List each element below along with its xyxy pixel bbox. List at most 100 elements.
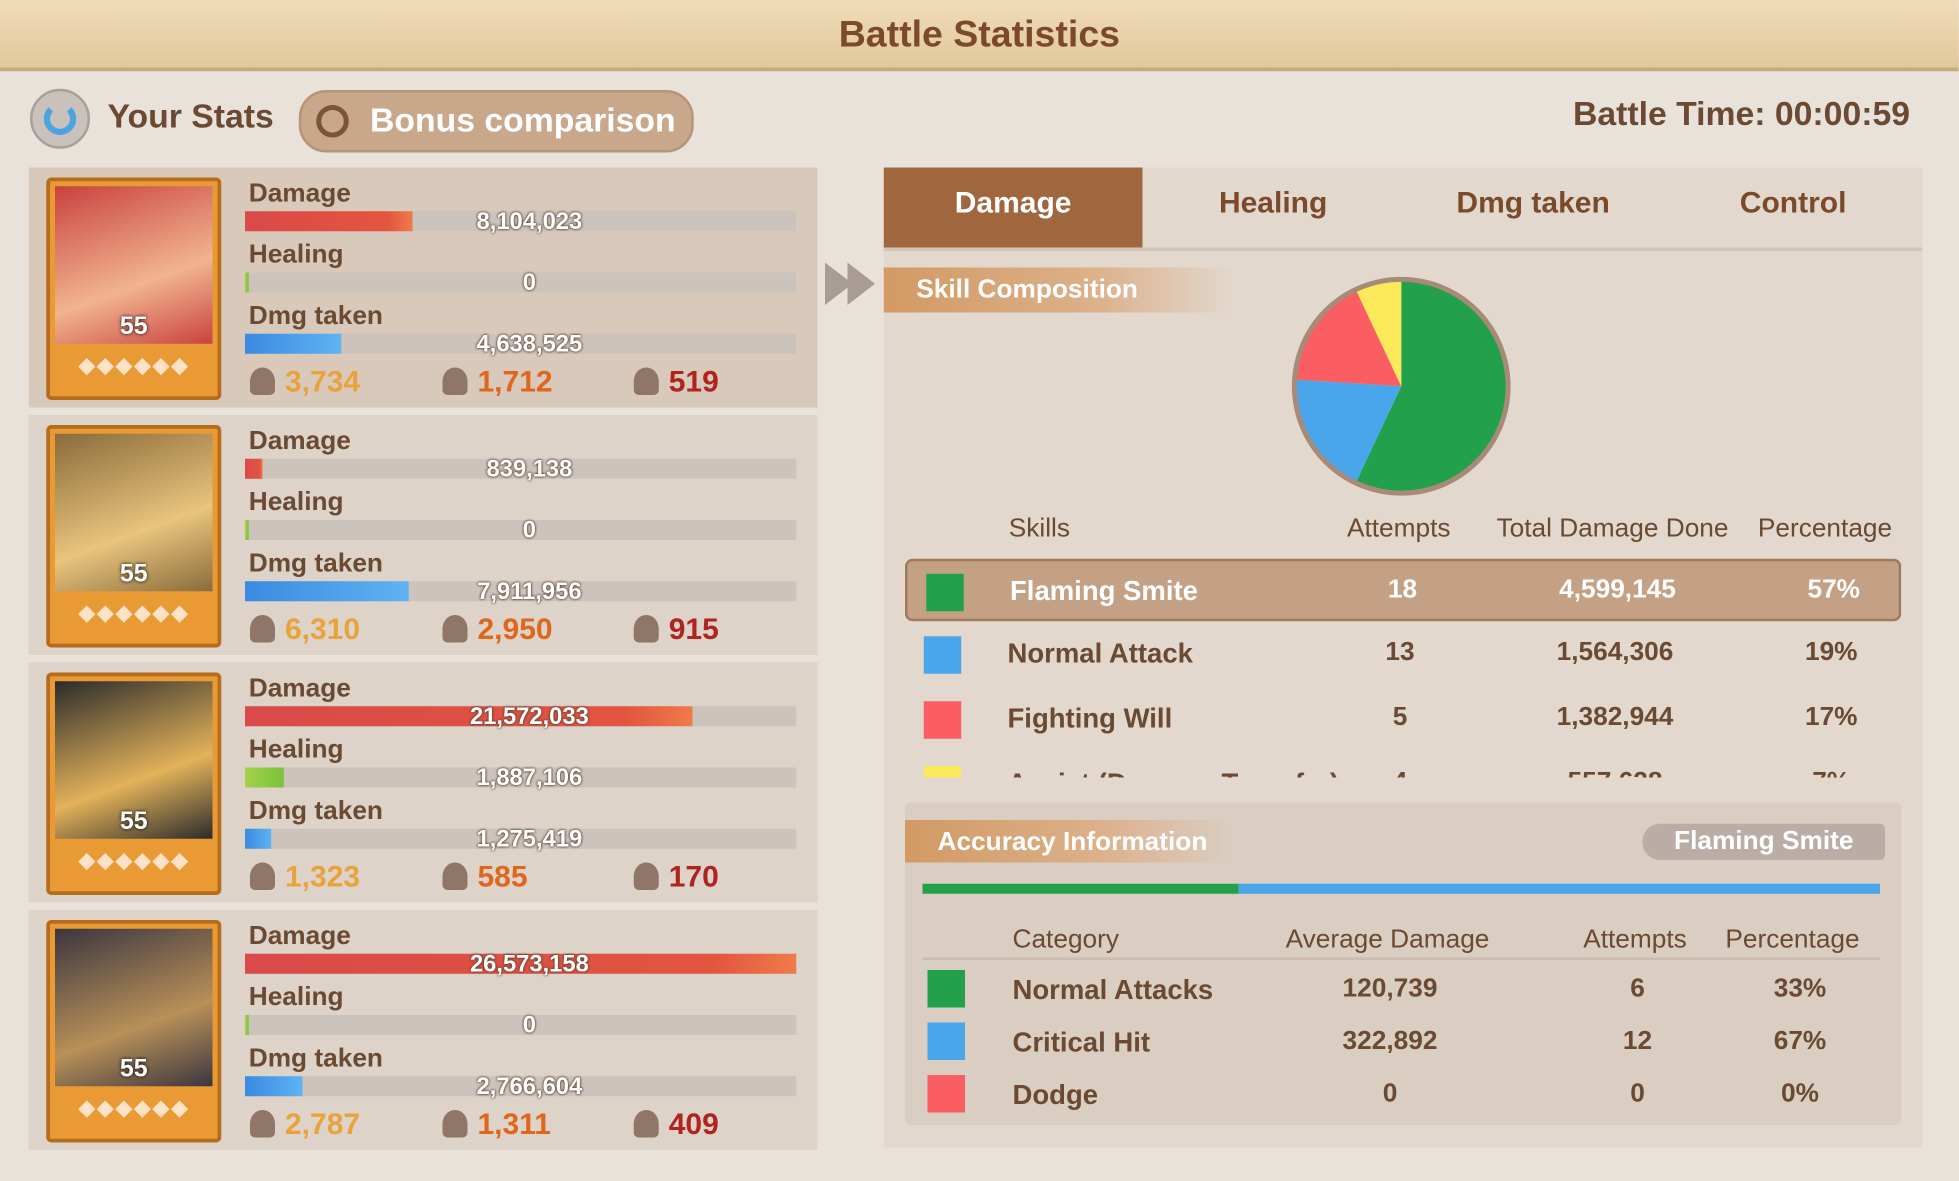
stat-bar (245, 828, 272, 849)
section-title: Skill Composition (916, 275, 1138, 304)
refresh-button[interactable] (30, 88, 90, 149)
your-stats-label[interactable]: Your Stats (107, 97, 274, 135)
skill-tag-label: Flaming Smite (1674, 826, 1854, 855)
stat-bar (245, 333, 342, 354)
star-rating: ◆◆◆◆◆◆ (78, 1095, 190, 1120)
pie-slice (1356, 281, 1507, 492)
skill-color (923, 636, 962, 674)
category-percentage: 33% (1773, 973, 1827, 1003)
portrait-image (55, 928, 213, 1087)
stat-value: 0 (522, 1012, 536, 1039)
count-value: 1,323 (285, 860, 361, 894)
skill-total: 1,564,306 (1556, 637, 1674, 667)
tab[interactable]: Damage (883, 167, 1143, 248)
category-attempts: 0 (1630, 1078, 1645, 1108)
skill-total: 4,599,145 (1559, 575, 1676, 604)
commander-portrait: 55 ◆◆◆◆◆◆ (46, 672, 222, 895)
arrow-indicator (847, 262, 875, 305)
stat-label: Damage (248, 673, 351, 703)
search-icon (316, 105, 349, 138)
category-average: 322,892 (1342, 1026, 1438, 1055)
category-name: Normal Attacks (1012, 973, 1214, 1005)
stat-bar (245, 458, 263, 479)
stat-value: 4,638,525 (476, 331, 583, 358)
skill-row[interactable]: Fighting Will 5 1,382,944 17% (905, 689, 1901, 752)
stat-bar (245, 1076, 303, 1097)
count-value: 2,950 (477, 612, 553, 647)
commander-portrait: 55 ◆◆◆◆◆◆ (46, 920, 222, 1143)
tab[interactable]: Healing (1144, 168, 1403, 248)
portrait-image (55, 681, 213, 839)
tab[interactable]: Control (1664, 168, 1923, 248)
count-value: 170 (668, 860, 719, 894)
skill-color (923, 701, 962, 739)
commander-level: 55 (119, 1055, 148, 1083)
stat-track (245, 1015, 797, 1035)
count-value: 585 (477, 860, 528, 894)
skill-row[interactable]: Normal Attack 13 1,564,306 19% (905, 624, 1901, 687)
stat-value: 2,766,604 (476, 1073, 583, 1100)
count-icon (633, 615, 659, 643)
skill-list: Flaming Smite 18 4,599,145 57% Normal Attack… (905, 555, 1902, 778)
stat-bar (245, 272, 249, 293)
battle-time: Battle Time: 00:00:59 (1572, 95, 1910, 133)
stat-value: 8,104,023 (476, 208, 583, 235)
bonus-comparison-label: Bonus comparison (370, 101, 676, 139)
stat-bar (245, 767, 285, 788)
count-icon (250, 367, 275, 395)
portrait-image (55, 186, 213, 344)
stat-value: 7,911,956 (477, 578, 582, 605)
count-value: 1,712 (477, 365, 553, 399)
count-value: 3,734 (285, 365, 361, 399)
category-average: 0 (1382, 1078, 1398, 1108)
skill-name: Flaming Smite (1010, 575, 1198, 607)
pie-border (1291, 276, 1511, 496)
tab[interactable]: Dmg taken (1404, 168, 1663, 248)
stat-bar (245, 1015, 249, 1035)
tab-label: Control (1739, 186, 1847, 220)
category-attempts: 12 (1622, 1026, 1653, 1055)
section-ribbon (883, 267, 1234, 313)
skill-percentage: 17% (1804, 702, 1858, 732)
column-header: Percentage (1757, 513, 1893, 543)
column-header: Percentage (1725, 925, 1860, 954)
stat-bar (245, 581, 410, 602)
skill-color (923, 766, 962, 778)
pie-slice (1296, 291, 1402, 387)
count-value: 519 (668, 365, 719, 399)
stat-value: 1,275,419 (476, 826, 583, 853)
stat-label: Healing (248, 735, 344, 764)
section-title: Accuracy Information (937, 827, 1208, 857)
skill-name: Assist (Damage Transfer) (1008, 769, 1340, 777)
stat-label: Healing (248, 982, 344, 1012)
category-color (927, 970, 965, 1008)
header-divider (922, 957, 1880, 960)
stat-track (245, 272, 797, 293)
count-icon (633, 1110, 659, 1138)
stat-track (245, 458, 797, 479)
detail-panel: Damage Healing Dmg taken Control Skill Compo… (883, 167, 1923, 1148)
skill-percentage: 57% (1807, 575, 1861, 604)
commander-card: 55 ◆◆◆◆◆◆ Damage 8,104,023 Healing 0 Dmg taken… (28, 167, 818, 408)
bonus-comparison-button[interactable]: Bonus comparison (298, 90, 694, 153)
column-header: Attempts (1346, 513, 1451, 543)
category-name: Critical Hit (1012, 1026, 1151, 1058)
commander-card: 55 ◆◆◆◆◆◆ Damage 839,138 Healing 0 Dmg taken 7,… (28, 415, 818, 655)
category-color (927, 1075, 965, 1113)
star-rating: ◆◆◆◆◆◆ (78, 847, 190, 873)
skill-total: 1,382,944 (1556, 702, 1674, 732)
skill-row[interactable]: Flaming Smite 18 4,599,145 57% (905, 558, 1902, 622)
skill-attempts: 18 (1387, 575, 1418, 604)
portrait-image (55, 433, 213, 592)
star-rating: ◆◆◆◆◆◆ (78, 352, 190, 378)
skill-attempts: 13 (1385, 637, 1415, 667)
commander-level: 55 (119, 807, 148, 835)
count-icon (250, 1110, 275, 1138)
stat-value: 1,887,106 (476, 765, 583, 792)
skill-color (926, 573, 964, 612)
commander-portrait: 55 ◆◆◆◆◆◆ (46, 177, 222, 400)
stat-value: 0 (522, 270, 536, 297)
skill-percentage: 19% (1804, 637, 1858, 667)
